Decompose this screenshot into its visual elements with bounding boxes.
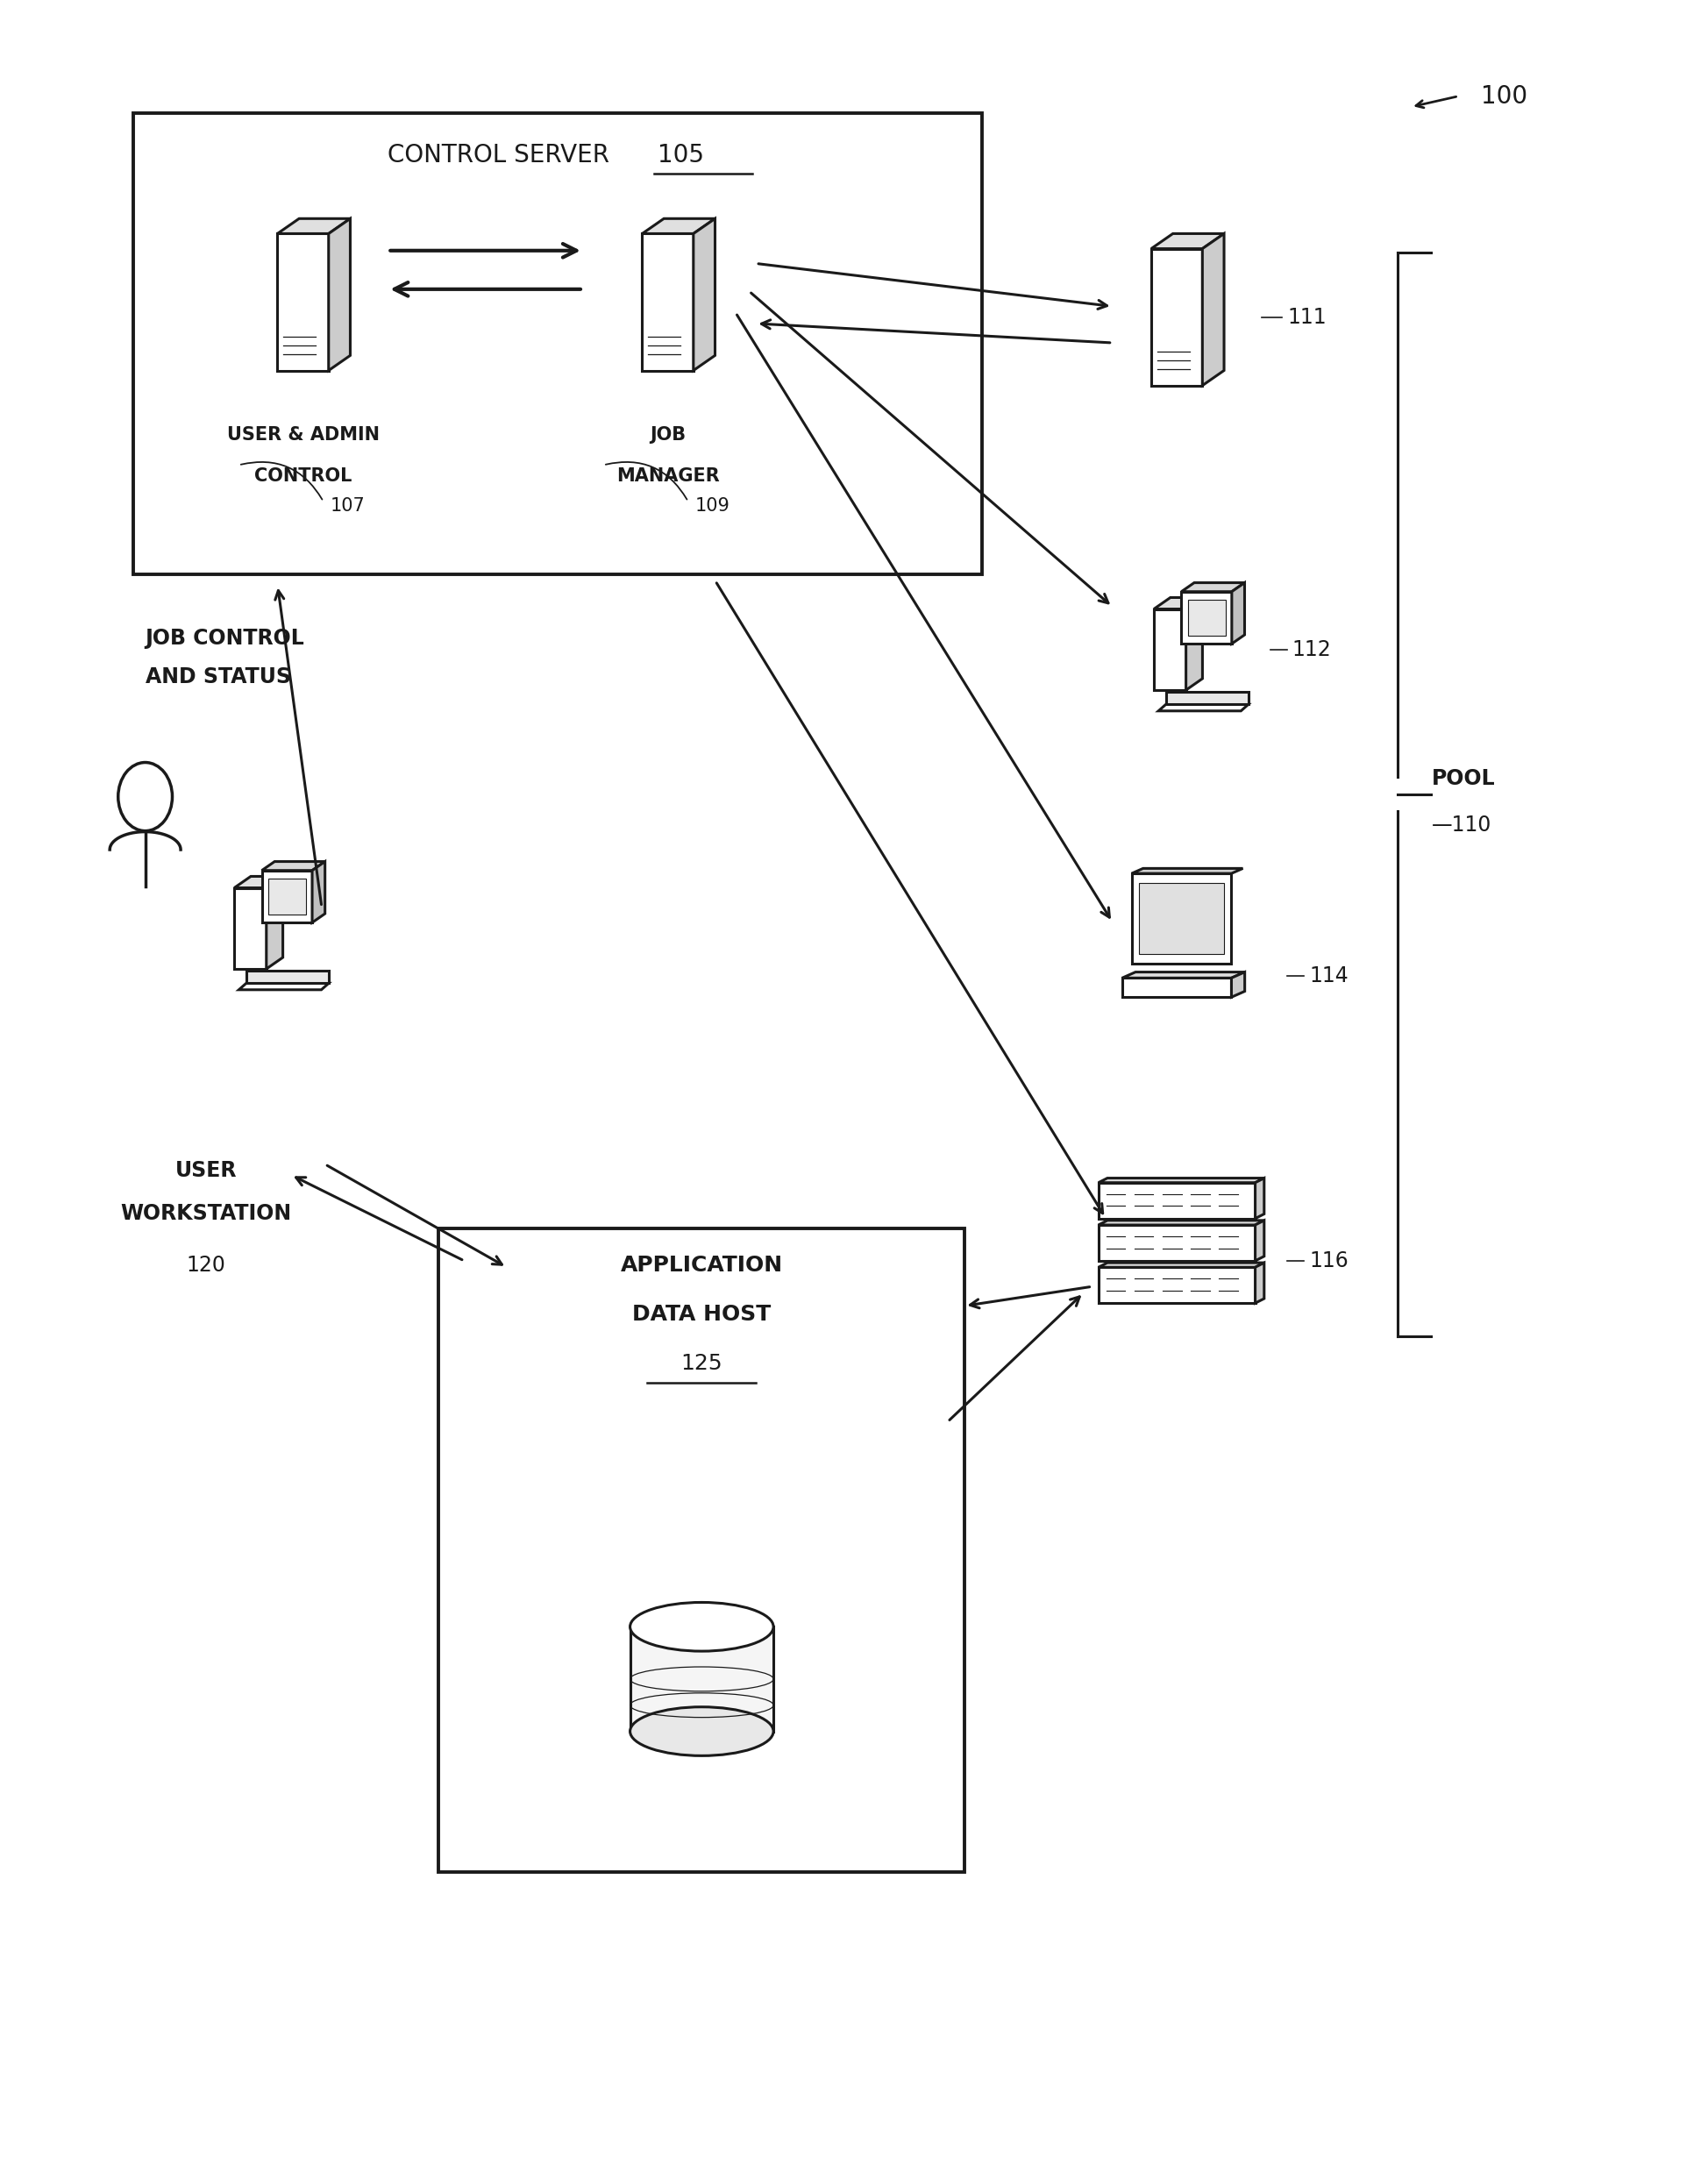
- Polygon shape: [1153, 608, 1185, 690]
- Polygon shape: [1153, 597, 1202, 608]
- Text: APPLICATION: APPLICATION: [620, 1255, 782, 1275]
- Polygon shape: [1180, 582, 1243, 591]
- Text: MANAGER: MANAGER: [617, 468, 719, 485]
- Polygon shape: [277, 218, 350, 233]
- Polygon shape: [1098, 1182, 1255, 1219]
- Polygon shape: [693, 218, 714, 371]
- Text: USER & ADMIN: USER & ADMIN: [227, 427, 379, 444]
- Text: CONTROL SERVER: CONTROL SERVER: [388, 142, 608, 168]
- Ellipse shape: [630, 1603, 774, 1650]
- Text: JOB: JOB: [649, 427, 685, 444]
- Polygon shape: [1151, 248, 1202, 386]
- FancyBboxPatch shape: [133, 114, 980, 574]
- Polygon shape: [1139, 882, 1223, 953]
- Polygon shape: [1165, 692, 1247, 705]
- Polygon shape: [1180, 591, 1231, 643]
- Text: WORKSTATION: WORKSTATION: [121, 1204, 292, 1223]
- Polygon shape: [328, 218, 350, 371]
- Polygon shape: [266, 876, 284, 968]
- Polygon shape: [261, 871, 313, 923]
- Polygon shape: [642, 218, 714, 233]
- Polygon shape: [268, 878, 306, 915]
- Polygon shape: [277, 233, 328, 371]
- Text: 105: 105: [658, 142, 704, 168]
- Text: 125: 125: [680, 1352, 722, 1374]
- Ellipse shape: [630, 1706, 774, 1756]
- Polygon shape: [1187, 600, 1225, 636]
- Polygon shape: [1098, 1178, 1264, 1182]
- Text: 116: 116: [1308, 1251, 1348, 1270]
- Text: POOL: POOL: [1431, 768, 1494, 789]
- Polygon shape: [234, 876, 284, 889]
- Polygon shape: [1098, 1262, 1264, 1268]
- Polygon shape: [1131, 869, 1242, 874]
- Polygon shape: [1131, 874, 1231, 964]
- Polygon shape: [1202, 233, 1223, 386]
- Polygon shape: [239, 984, 328, 990]
- Polygon shape: [1255, 1178, 1264, 1219]
- Polygon shape: [642, 233, 693, 371]
- Polygon shape: [1122, 977, 1231, 997]
- Text: USER: USER: [176, 1160, 237, 1182]
- Polygon shape: [1151, 233, 1223, 248]
- Text: 109: 109: [695, 498, 729, 516]
- Polygon shape: [234, 889, 266, 968]
- Text: 120: 120: [186, 1255, 225, 1275]
- Polygon shape: [1255, 1221, 1264, 1262]
- FancyBboxPatch shape: [439, 1229, 965, 1872]
- Text: 111: 111: [1286, 306, 1325, 328]
- Text: 107: 107: [330, 498, 366, 516]
- Polygon shape: [246, 971, 328, 984]
- Polygon shape: [1098, 1225, 1255, 1262]
- Polygon shape: [1098, 1268, 1255, 1303]
- Text: 114: 114: [1308, 964, 1348, 986]
- Text: DATA HOST: DATA HOST: [632, 1303, 770, 1324]
- Polygon shape: [1185, 597, 1202, 690]
- Polygon shape: [1255, 1262, 1264, 1303]
- Polygon shape: [630, 1626, 774, 1732]
- Polygon shape: [313, 861, 325, 923]
- Text: —110: —110: [1431, 815, 1491, 837]
- Polygon shape: [1158, 705, 1247, 712]
- Polygon shape: [1231, 973, 1243, 997]
- Polygon shape: [261, 861, 325, 871]
- Text: JOB CONTROL: JOB CONTROL: [145, 628, 304, 649]
- Text: 100: 100: [1479, 84, 1527, 108]
- Polygon shape: [1098, 1221, 1264, 1225]
- Polygon shape: [1122, 973, 1243, 977]
- Text: AND STATUS: AND STATUS: [145, 667, 290, 688]
- Text: 112: 112: [1291, 638, 1331, 660]
- Polygon shape: [1231, 582, 1243, 643]
- Text: CONTROL: CONTROL: [254, 468, 352, 485]
